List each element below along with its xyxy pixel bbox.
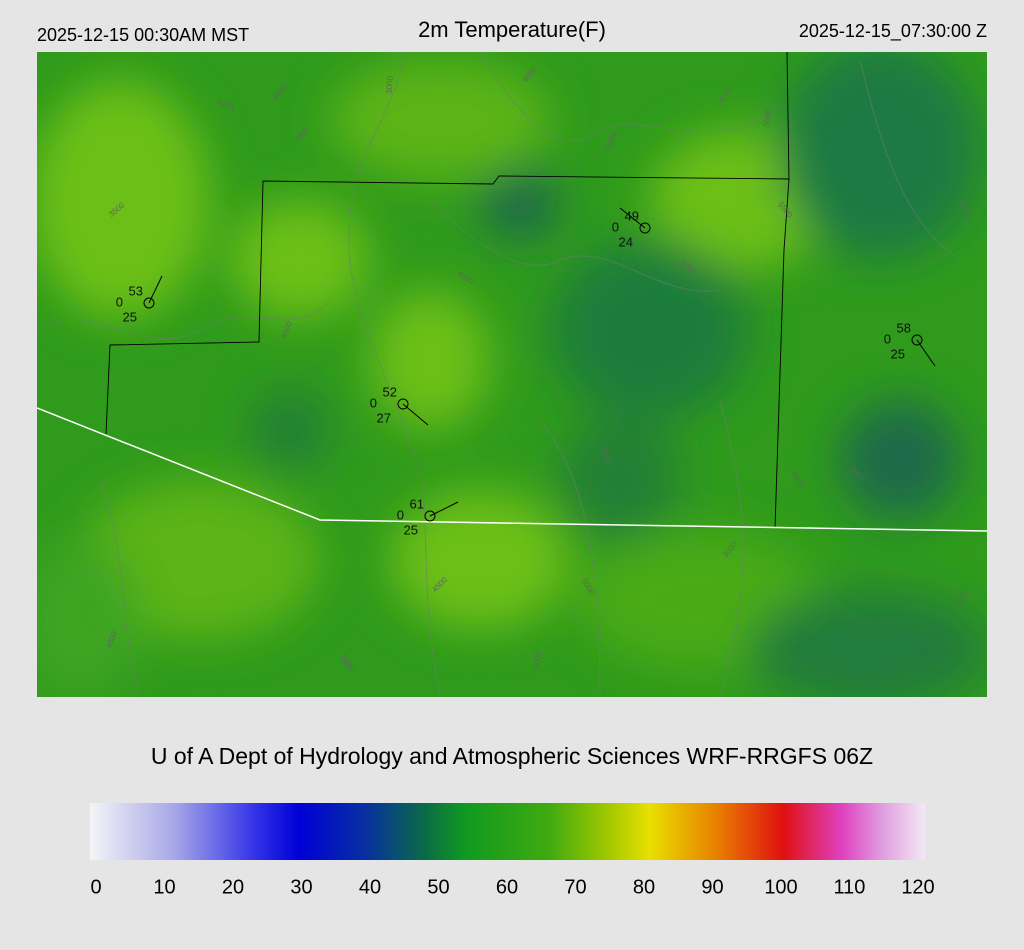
utc-time: 2025-12-15_07:30:00 Z — [799, 21, 987, 42]
contour-label: 5000 — [532, 650, 543, 669]
colorbar-tick-label: 50 — [427, 876, 449, 898]
temperature: 61 — [410, 496, 424, 511]
colorbar-tick-label: 0 — [90, 876, 101, 898]
map-title: 2m Temperature(F) — [418, 17, 606, 42]
colorbar-tick-label: 40 — [359, 876, 381, 898]
dewpoint: 24 — [619, 234, 633, 249]
colorbar-tick-label: 20 — [222, 876, 244, 898]
station-marker — [397, 398, 409, 410]
temperature: 53 — [129, 283, 143, 298]
station-zero: 0 — [397, 507, 404, 522]
dewpoint: 27 — [377, 410, 391, 425]
dewpoint: 25 — [404, 522, 418, 537]
station-zero: 0 — [884, 331, 891, 346]
station-zero: 0 — [116, 294, 123, 309]
footer: U of A Dept of Hydrology and Atmospheric… — [151, 743, 873, 769]
temperature: 58 — [897, 320, 911, 335]
station-zero: 0 — [370, 395, 377, 410]
contour-label: 4000 — [959, 200, 971, 220]
colorbar-tick-label: 60 — [496, 876, 518, 898]
station-marker — [424, 510, 436, 522]
dewpoint: 25 — [891, 346, 905, 361]
colorbar-tick-label: 10 — [153, 876, 175, 898]
colorbar-tick-label: 120 — [901, 876, 934, 898]
colorbar-tick-label: 90 — [701, 876, 723, 898]
colorbar-tick-label: 80 — [633, 876, 655, 898]
contour-label: 3000 — [384, 75, 395, 94]
colorbar-tick-label: 110 — [834, 876, 866, 898]
colorbar — [90, 803, 925, 860]
temperature: 52 — [383, 384, 397, 399]
station-zero: 0 — [612, 219, 619, 234]
colorbar-tick-label: 100 — [764, 876, 797, 898]
temperature: 49 — [625, 208, 639, 223]
station-marker — [143, 297, 155, 309]
station-marker — [911, 334, 923, 346]
station-marker — [639, 222, 651, 234]
local-time: 2025-12-15 00:30AM MST — [37, 25, 249, 45]
colorbar-tick-label: 70 — [564, 876, 586, 898]
colorbar-tick-label: 30 — [290, 876, 312, 898]
contour-label: 5000 — [762, 108, 774, 128]
dewpoint: 25 — [123, 309, 137, 324]
